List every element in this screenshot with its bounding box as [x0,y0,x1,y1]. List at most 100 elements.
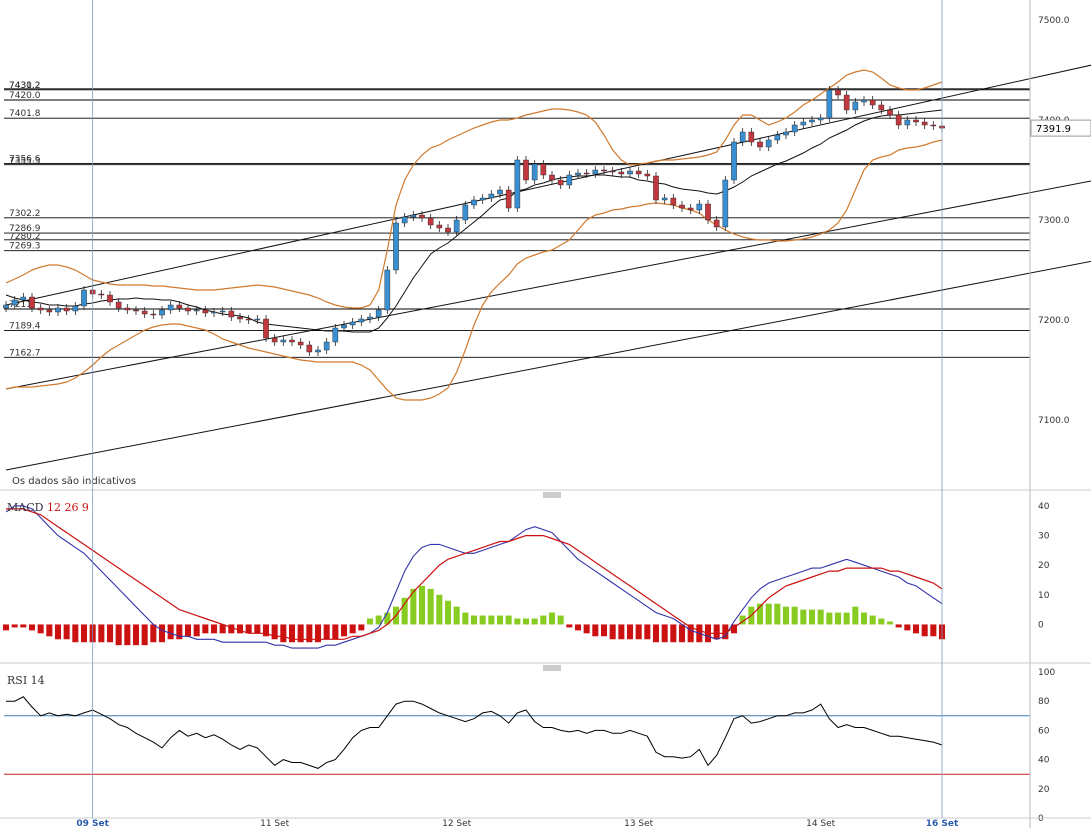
candle-down [921,121,928,126]
macd-histogram-bar [843,612,850,625]
macd-histogram-bar [375,615,382,625]
macd-histogram-bar [583,624,590,634]
macd-histogram-bar [184,624,192,637]
macd-histogram-bar [20,624,27,628]
macd-histogram-bar [791,606,798,625]
macd-histogram-bar [280,624,287,643]
macd-histogram-bar [462,612,469,625]
macd-histogram-bar [202,624,209,634]
macd-signal-line [6,508,943,640]
y-tick-label: 10 [1038,591,1050,601]
candle-up [367,316,373,320]
macd-histogram-bar [800,609,807,625]
candle-down [133,309,139,312]
candle-down [505,189,512,209]
candle-down [271,337,278,343]
candle-up [575,172,581,176]
x-tick-label: 09 Set [76,819,109,828]
candle-down [202,309,209,314]
macd-histogram-bar [826,612,833,625]
macd-histogram-bar [271,624,278,640]
macd-histogram-bar [427,588,434,625]
candle-down [843,94,850,111]
macd-histogram-bar [158,624,166,643]
macd-histogram-bar [72,624,79,643]
candle-up [3,304,9,309]
candle-down [37,307,44,311]
candle-up [410,214,417,218]
candle-up [20,296,27,301]
candle-down [878,104,885,111]
macd-histogram-bar [2,624,10,631]
candle-up [280,339,287,343]
macd-histogram-bar [661,624,668,643]
level-label: 7286.9 [9,224,41,234]
y-tick-label: 7500.0 [1038,16,1070,26]
macd-histogram-bar [132,624,140,646]
candle-down [427,217,434,226]
macd-histogram-bar [384,612,391,625]
candle-down [557,179,564,186]
candle-down [913,119,919,123]
macd-histogram-bar [635,624,642,640]
candle-up [349,321,356,326]
x-tick-label: 13 Set [624,819,654,828]
candle-down [748,131,755,143]
macd-histogram-bar [852,606,859,625]
macd-histogram-bar [540,615,547,625]
macd-histogram-bar [514,618,521,625]
macd-histogram-bar [262,624,270,637]
macd-histogram-bar [193,624,200,637]
macd-histogram-bar [886,621,894,625]
last-price-label: 7391.9 [1036,124,1071,135]
candle-up [55,307,61,313]
candle-down [713,219,720,228]
candle-down [601,169,607,172]
rsi-title: RSI 14 [7,674,45,687]
macd-histogram-bar [878,618,885,625]
macd-histogram-bar [765,603,772,625]
candle-up [731,141,737,181]
candle-up [332,327,339,343]
candle-up [453,219,460,233]
candle-up [514,159,521,209]
candle-up [739,131,746,143]
macd-histogram-bar [574,624,582,631]
candle-down [869,99,876,106]
candle-up [809,119,815,123]
macd-histogram-bar [834,612,842,625]
candle-up [315,349,321,353]
macd-histogram-bar [106,624,114,643]
macd-histogram-bar [488,615,495,625]
rsi-line [6,696,943,769]
last-price-box [1030,119,1091,137]
candle-up [167,304,174,311]
level-label: 7356.6 [9,154,41,164]
x-tick-label: 11 Set [260,819,290,828]
y-tick-label: 0 [1038,620,1044,630]
candle-down [297,341,304,346]
macd-histogram-bar [98,624,105,643]
macd-histogram-bar [626,624,634,640]
candle-up [81,289,87,307]
macd-histogram-bar [323,624,330,640]
candle-up [401,216,408,224]
candle-up [72,305,79,312]
level-label: 7420.0 [9,91,41,101]
macd-histogram-bar [306,624,313,643]
macd-histogram-bar [652,624,660,643]
macd-histogram-bar [618,624,625,640]
candle-up [375,309,382,318]
candle-down [124,307,131,311]
candle-up [341,324,347,329]
candle-down [583,172,590,175]
y-tick-label: 20 [1038,785,1050,795]
trendline-upper-channel [5,64,1091,306]
macd-histogram-bar [219,624,226,634]
candle-down [115,301,122,309]
candle-down [29,296,35,309]
y-tick-label: 100 [1038,668,1055,678]
macd-histogram-bar [288,624,296,643]
candle-up [254,318,261,321]
